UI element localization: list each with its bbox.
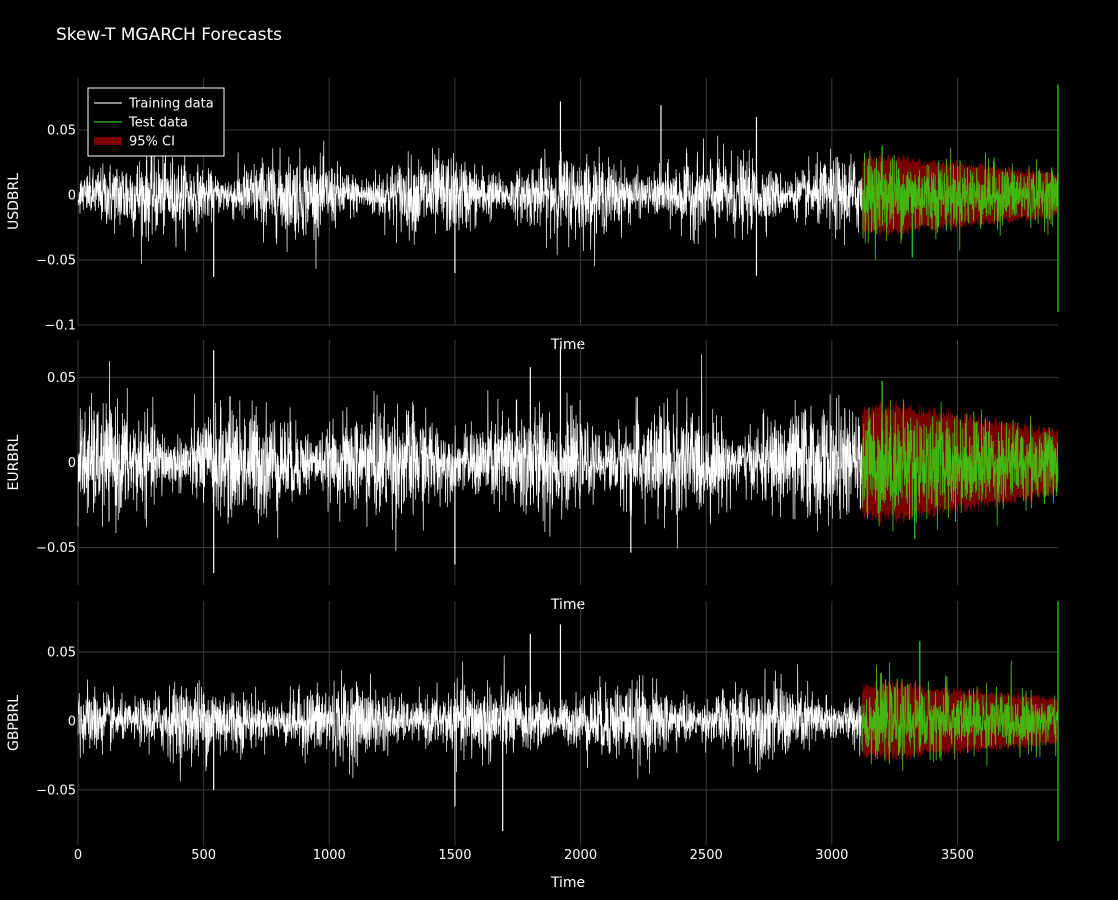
training-series	[77, 135, 863, 269]
y-tick-label: 0	[68, 189, 76, 204]
y-axis-title: EURBRL	[6, 434, 22, 490]
y-tick-label: −0.05	[36, 541, 76, 556]
x-tick-label: 500	[191, 848, 216, 863]
x-tick-label: 1500	[438, 848, 471, 863]
x-tick-label: 0	[74, 848, 82, 863]
test-series	[861, 660, 1059, 771]
legend-label: Training data	[128, 97, 214, 112]
subplot-eurbrl: 0.05 0 −0.05 EURBRL Time	[6, 340, 1059, 613]
legend: Training data Test data 95% CI	[87, 87, 225, 157]
x-tick-label: 2500	[690, 848, 723, 863]
x-axis-title: Time	[550, 337, 585, 353]
x-tick-label: 3500	[941, 848, 974, 863]
chart-title: Skew-T MGARCH Forecasts	[56, 25, 282, 45]
legend-label: Test data	[128, 116, 188, 131]
x-axis-title: Time	[550, 875, 585, 891]
y-tick-label: 0	[68, 456, 76, 471]
y-tick-label: 0.05	[47, 124, 76, 139]
y-axis-title: USDBRL	[6, 173, 22, 230]
training-series	[77, 354, 863, 552]
subplot-usdbrl: 0.05 0 −0.05 −0.1 USDBRL Time	[6, 78, 1059, 353]
training-series	[77, 655, 863, 782]
y-tick-label: 0	[68, 714, 76, 729]
y-tick-label: −0.1	[44, 319, 76, 334]
x-axis-title: Time	[550, 597, 585, 613]
y-tick-label: −0.05	[36, 254, 76, 269]
test-series	[861, 399, 1059, 532]
y-tick-label: −0.05	[36, 783, 76, 798]
x-tick-label: 3000	[815, 848, 848, 863]
y-axis-title: GBPBRL	[6, 695, 22, 751]
y-tick-label: 0.05	[47, 371, 76, 386]
legend-swatch-ci	[94, 137, 122, 145]
x-tick-label: 1000	[313, 848, 346, 863]
x-tick-label: 2000	[564, 848, 597, 863]
y-tick-label: 0.05	[47, 646, 76, 661]
subplot-gbpbrl: 0.05 0 −0.05 GBPBRL Time	[6, 601, 1059, 891]
test-series	[861, 147, 1059, 260]
legend-label: 95% CI	[129, 135, 175, 150]
